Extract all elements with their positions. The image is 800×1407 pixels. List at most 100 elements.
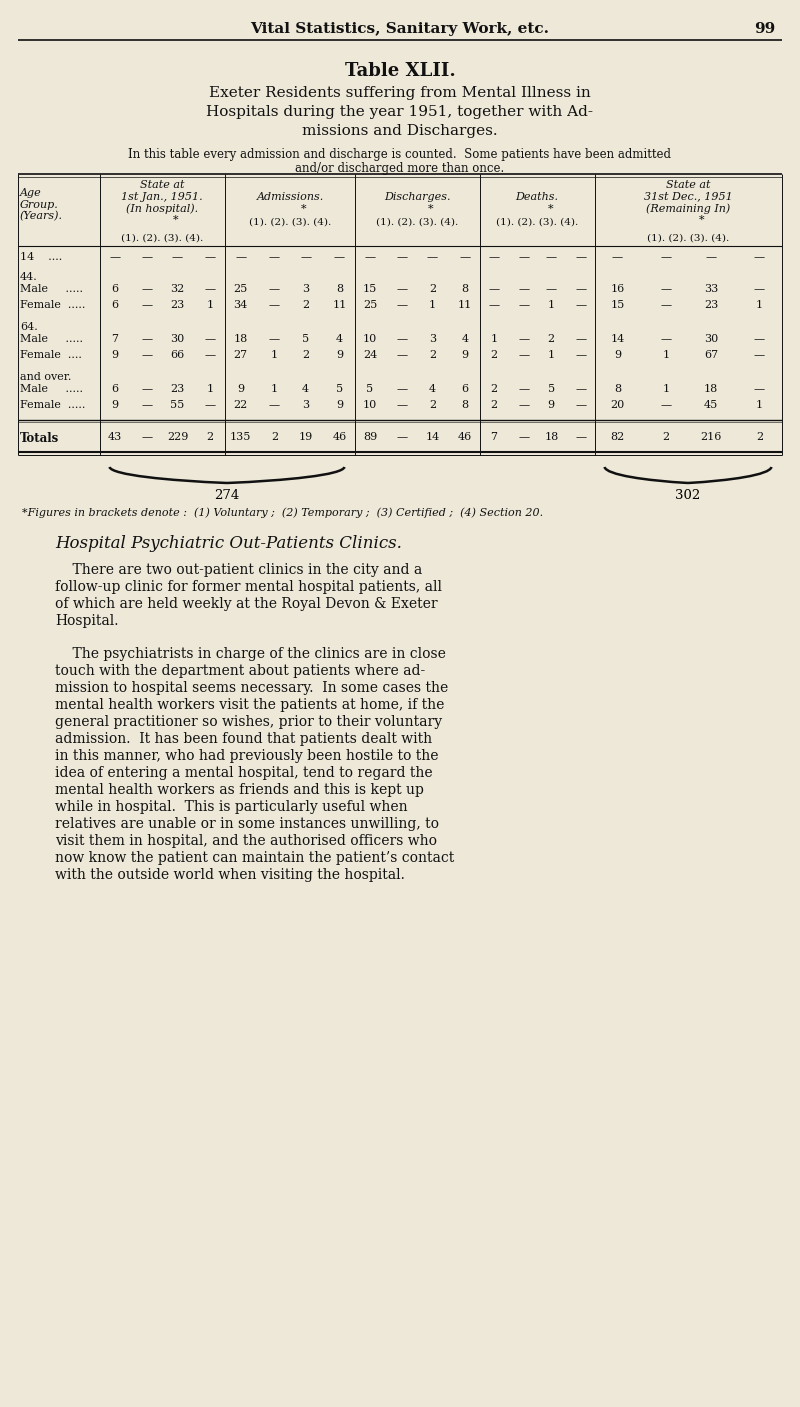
Text: The psychiatrists in charge of the clinics are in close: The psychiatrists in charge of the clini…	[55, 647, 446, 661]
Text: 3: 3	[429, 333, 436, 343]
Text: 229: 229	[167, 432, 188, 442]
Text: 11: 11	[458, 300, 472, 310]
Text: 2: 2	[206, 432, 214, 442]
Text: 45: 45	[704, 400, 718, 409]
Text: 2: 2	[302, 300, 309, 310]
Text: —: —	[300, 252, 311, 262]
Text: 11: 11	[332, 300, 346, 310]
Text: —: —	[576, 333, 586, 343]
Text: Male     .....: Male .....	[20, 333, 83, 343]
Text: 25: 25	[234, 284, 248, 294]
Text: (1). (2). (3). (4).: (1). (2). (3). (4).	[647, 234, 729, 243]
Text: —: —	[576, 300, 586, 310]
Text: 9: 9	[462, 350, 469, 360]
Text: mental health workers as friends and this is kept up: mental health workers as friends and thi…	[55, 784, 424, 796]
Text: 10: 10	[363, 333, 377, 343]
Text: —: —	[205, 252, 215, 262]
Text: 6: 6	[111, 300, 118, 310]
Text: —: —	[235, 252, 246, 262]
Text: 8: 8	[462, 400, 469, 409]
Text: Table XLII.: Table XLII.	[345, 62, 455, 80]
Text: —: —	[488, 284, 499, 294]
Text: 20: 20	[610, 400, 625, 409]
Text: in this manner, who had previously been hostile to the: in this manner, who had previously been …	[55, 749, 438, 763]
Text: 23: 23	[170, 384, 185, 394]
Text: 14: 14	[610, 333, 625, 343]
Text: —: —	[269, 300, 280, 310]
Text: 1: 1	[271, 384, 278, 394]
Text: —: —	[269, 252, 280, 262]
Text: 9: 9	[111, 350, 118, 360]
Text: —: —	[576, 252, 586, 262]
Text: Female  .....: Female .....	[20, 400, 86, 409]
Text: 44.: 44.	[20, 272, 38, 281]
Text: 14    ....: 14 ....	[20, 252, 62, 262]
Text: Male     .....: Male .....	[20, 284, 83, 294]
Text: —: —	[754, 333, 765, 343]
Text: 7: 7	[111, 333, 118, 343]
Text: 302: 302	[675, 490, 701, 502]
Text: 14: 14	[426, 432, 440, 442]
Text: touch with the department about patients where ad-: touch with the department about patients…	[55, 664, 426, 678]
Text: —: —	[661, 400, 672, 409]
Text: 2: 2	[662, 432, 670, 442]
Text: 1: 1	[662, 384, 670, 394]
Text: —: —	[205, 350, 215, 360]
Text: 9: 9	[111, 400, 118, 409]
Text: 1: 1	[548, 350, 555, 360]
Text: 55: 55	[170, 400, 185, 409]
Text: 1: 1	[662, 350, 670, 360]
Text: 274: 274	[214, 490, 240, 502]
Text: 30: 30	[170, 333, 185, 343]
Text: 27: 27	[234, 350, 248, 360]
Text: State at
1st Jan., 1951.
(In hospital).
        *: State at 1st Jan., 1951. (In hospital). …	[121, 180, 203, 225]
Text: In this table every admission and discharge is counted.  Some patients have been: In this table every admission and discha…	[129, 148, 671, 160]
Text: 2: 2	[429, 400, 436, 409]
Text: 2: 2	[756, 432, 763, 442]
Text: (1). (2). (3). (4).: (1). (2). (3). (4).	[249, 218, 331, 227]
Text: —: —	[142, 350, 153, 360]
Text: 6: 6	[111, 284, 118, 294]
Text: —: —	[518, 400, 530, 409]
Text: 2: 2	[490, 384, 498, 394]
Text: —: —	[269, 333, 280, 343]
Text: —: —	[397, 284, 408, 294]
Text: 23: 23	[170, 300, 185, 310]
Text: (1). (2). (3). (4).: (1). (2). (3). (4).	[121, 234, 203, 243]
Text: —: —	[142, 284, 153, 294]
Text: 23: 23	[704, 300, 718, 310]
Text: 8: 8	[336, 284, 343, 294]
Text: 1: 1	[429, 300, 436, 310]
Text: —: —	[754, 252, 765, 262]
Text: —: —	[488, 300, 499, 310]
Text: Female  .....: Female .....	[20, 300, 86, 310]
Text: 4: 4	[462, 333, 469, 343]
Text: visit them in hospital, and the authorised officers who: visit them in hospital, and the authoris…	[55, 834, 437, 848]
Text: Hospital.: Hospital.	[55, 613, 118, 628]
Text: 6: 6	[462, 384, 469, 394]
Text: Totals: Totals	[20, 432, 59, 445]
Text: —: —	[269, 284, 280, 294]
Text: 82: 82	[610, 432, 625, 442]
Text: —: —	[397, 432, 408, 442]
Text: 4: 4	[429, 384, 436, 394]
Text: 8: 8	[462, 284, 469, 294]
Text: 2: 2	[490, 350, 498, 360]
Text: —: —	[754, 284, 765, 294]
Text: —: —	[142, 252, 153, 262]
Text: 34: 34	[234, 300, 248, 310]
Text: 4: 4	[302, 384, 309, 394]
Text: Hospitals during the year 1951, together with Ad-: Hospitals during the year 1951, together…	[206, 106, 594, 120]
Text: 89: 89	[363, 432, 377, 442]
Text: 2: 2	[490, 400, 498, 409]
Text: —: —	[397, 300, 408, 310]
Text: —: —	[172, 252, 183, 262]
Text: 3: 3	[302, 284, 309, 294]
Text: mission to hospital seems necessary.  In some cases the: mission to hospital seems necessary. In …	[55, 681, 448, 695]
Text: 9: 9	[614, 350, 621, 360]
Text: (1). (2). (3). (4).: (1). (2). (3). (4).	[496, 218, 578, 227]
Text: 5: 5	[336, 384, 343, 394]
Text: —: —	[518, 284, 530, 294]
Text: 1: 1	[206, 384, 214, 394]
Text: 66: 66	[170, 350, 185, 360]
